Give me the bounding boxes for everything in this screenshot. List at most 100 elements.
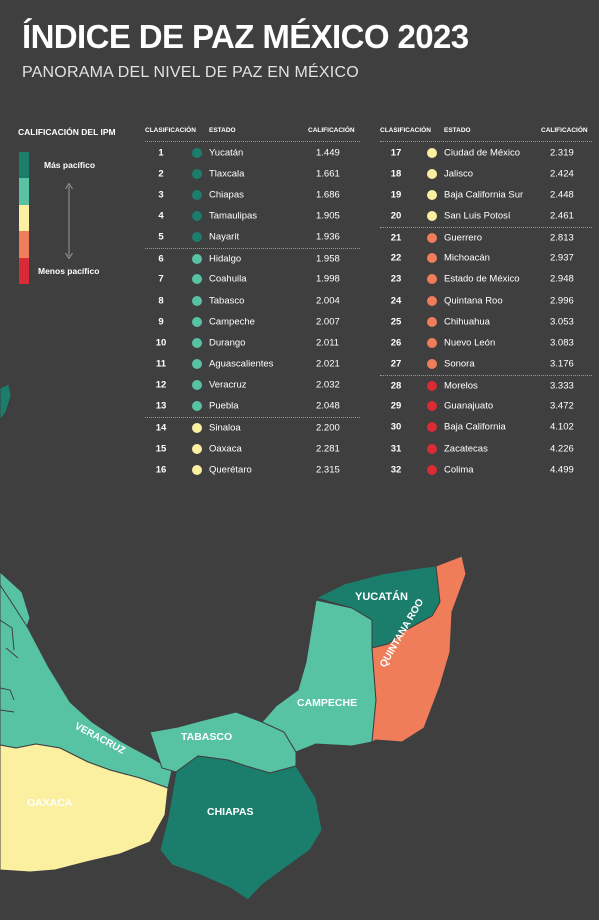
- rank-number: 22: [390, 252, 402, 264]
- header-score: CALIFICACIÓN: [308, 127, 355, 134]
- table-row: 7 Coahuila 1.998: [145, 269, 360, 290]
- table-row: 23 Estado de México 2.948: [380, 269, 592, 290]
- state-name: Ciudad de México: [444, 147, 521, 159]
- rank-number: 10: [155, 337, 167, 349]
- rank-number: 25: [390, 316, 402, 328]
- header-rank: CLASIFICACIÓN: [380, 127, 431, 134]
- level-dot: [192, 168, 202, 179]
- legend-swatch: [19, 152, 29, 179]
- legend-top-label: Más pacífico: [44, 160, 96, 170]
- state-score: 2.948: [550, 273, 574, 285]
- level-dot: [192, 253, 202, 264]
- state-score: 1.686: [316, 189, 340, 201]
- ranking-rows: 1 Yucatán 1.449 2 Tlaxcala 1.661 3 Chiapas 1.686…: [145, 141, 360, 480]
- level-dot: [192, 358, 202, 369]
- state-name: Tabasco: [209, 295, 245, 307]
- level-dot: [427, 464, 437, 475]
- state-name: Hidalgo: [209, 253, 242, 265]
- table-row: 14 Sinaloa 2.200: [145, 416, 360, 438]
- state-score: 1.998: [316, 273, 340, 285]
- rank-number: 6: [158, 253, 164, 265]
- state-name: Nayarit: [209, 231, 240, 243]
- state-score: 3.083: [550, 337, 574, 349]
- table-row: 21 Guerrero 2.813: [380, 226, 592, 248]
- level-dot: [192, 401, 202, 412]
- table-row: 22 Michoacán 2.937: [380, 248, 592, 269]
- table-row: 11 Aguascalientes 2.021: [145, 353, 360, 374]
- rank-number: 27: [390, 358, 402, 370]
- rank-number: 24: [390, 295, 402, 307]
- ranking-table-left: CLASIFICACIÓN ESTADO CALIFICACIÓN 1 Yucat…: [145, 124, 360, 480]
- rank-number: 13: [155, 400, 167, 412]
- level-dot: [427, 232, 437, 243]
- table-row: 12 Veracruz 2.032: [145, 375, 360, 396]
- state-name: Chiapas: [209, 189, 244, 201]
- state-name: Estado de México: [444, 273, 520, 285]
- table-row: 30 Baja California 4.102: [380, 417, 592, 438]
- level-dot: [192, 274, 202, 285]
- rank-number: 15: [155, 443, 167, 455]
- rank-number: 1: [158, 147, 164, 159]
- rank-number: 32: [390, 464, 402, 476]
- rank-number: 9: [158, 316, 164, 328]
- level-dot: [192, 443, 202, 454]
- state-score: 1.905: [316, 210, 340, 222]
- state-score: 2.461: [550, 210, 574, 222]
- state-name: Tlaxcala: [209, 168, 245, 180]
- legend-color-bar: [19, 152, 29, 284]
- state-name: Quintana Roo: [444, 295, 503, 307]
- state-name: Michoacán: [444, 252, 490, 264]
- state-name: Baja California Sur: [444, 189, 524, 201]
- legend-bottom-label: Menos pacífico: [38, 266, 100, 276]
- header-rank: CLASIFICACIÓN: [145, 127, 196, 134]
- rank-number: 5: [158, 231, 164, 243]
- level-dot: [192, 316, 202, 327]
- table-row: 25 Chihuahua 3.053: [380, 311, 592, 332]
- table-row: 3 Chiapas 1.686: [145, 184, 360, 205]
- state-score: 2.424: [550, 168, 574, 180]
- rank-number: 14: [155, 422, 167, 434]
- state-score: 4.499: [550, 464, 574, 476]
- header-state: ESTADO: [209, 127, 236, 134]
- level-dot: [427, 401, 437, 412]
- state-name: Oaxaca: [209, 443, 242, 455]
- state-score: 2.032: [316, 379, 340, 391]
- rank-number: 4: [158, 210, 164, 222]
- table-row: 32 Colima 4.499: [380, 459, 592, 480]
- table-row: 17 Ciudad de México 2.319: [380, 142, 592, 163]
- rank-number: 16: [155, 464, 167, 476]
- level-dot: [427, 316, 437, 327]
- map-label-tabasco: TABASCO: [181, 731, 232, 743]
- rank-number: 7: [158, 273, 164, 285]
- level-dot: [427, 443, 437, 454]
- rank-number: 8: [158, 295, 164, 307]
- state-name: Puebla: [209, 400, 239, 412]
- ranking-rows: 17 Ciudad de México 2.319 18 Jalisco 2.424 19 B…: [380, 141, 592, 480]
- state-name: Coahuila: [209, 273, 247, 285]
- double-arrow-icon: [65, 183, 73, 259]
- state-name: Sonora: [444, 358, 475, 370]
- page-subtitle: PANORAMA DEL NIVEL DE PAZ EN MÉXICO: [22, 64, 359, 81]
- level-dot: [427, 380, 437, 391]
- level-dot: [427, 274, 437, 285]
- table-row: 27 Sonora 3.176: [380, 353, 592, 374]
- state-name: Jalisco: [444, 168, 474, 180]
- level-dot: [427, 358, 437, 369]
- level-dot: [427, 337, 437, 348]
- table-row: 16 Querétaro 2.315: [145, 459, 360, 480]
- state-score: 2.996: [550, 295, 574, 307]
- state-score: 2.011: [316, 337, 340, 349]
- rank-number: 23: [390, 273, 402, 285]
- state-name: Querétaro: [209, 464, 252, 476]
- header-score: CALIFICACIÓN: [541, 127, 588, 134]
- legend-title: CALIFICACIÓN DEL IPM: [18, 127, 116, 137]
- state-name: San Luis Potosí: [444, 210, 511, 222]
- rank-number: 20: [390, 210, 402, 222]
- table-row: 28 Morelos 3.333: [380, 374, 592, 396]
- state-score: 1.958: [316, 253, 340, 265]
- table-row: 10 Durango 2.011: [145, 332, 360, 353]
- level-dot: [427, 253, 437, 264]
- state-name: Aguascalientes: [209, 358, 274, 370]
- state-name: Tamaulipas: [209, 210, 258, 222]
